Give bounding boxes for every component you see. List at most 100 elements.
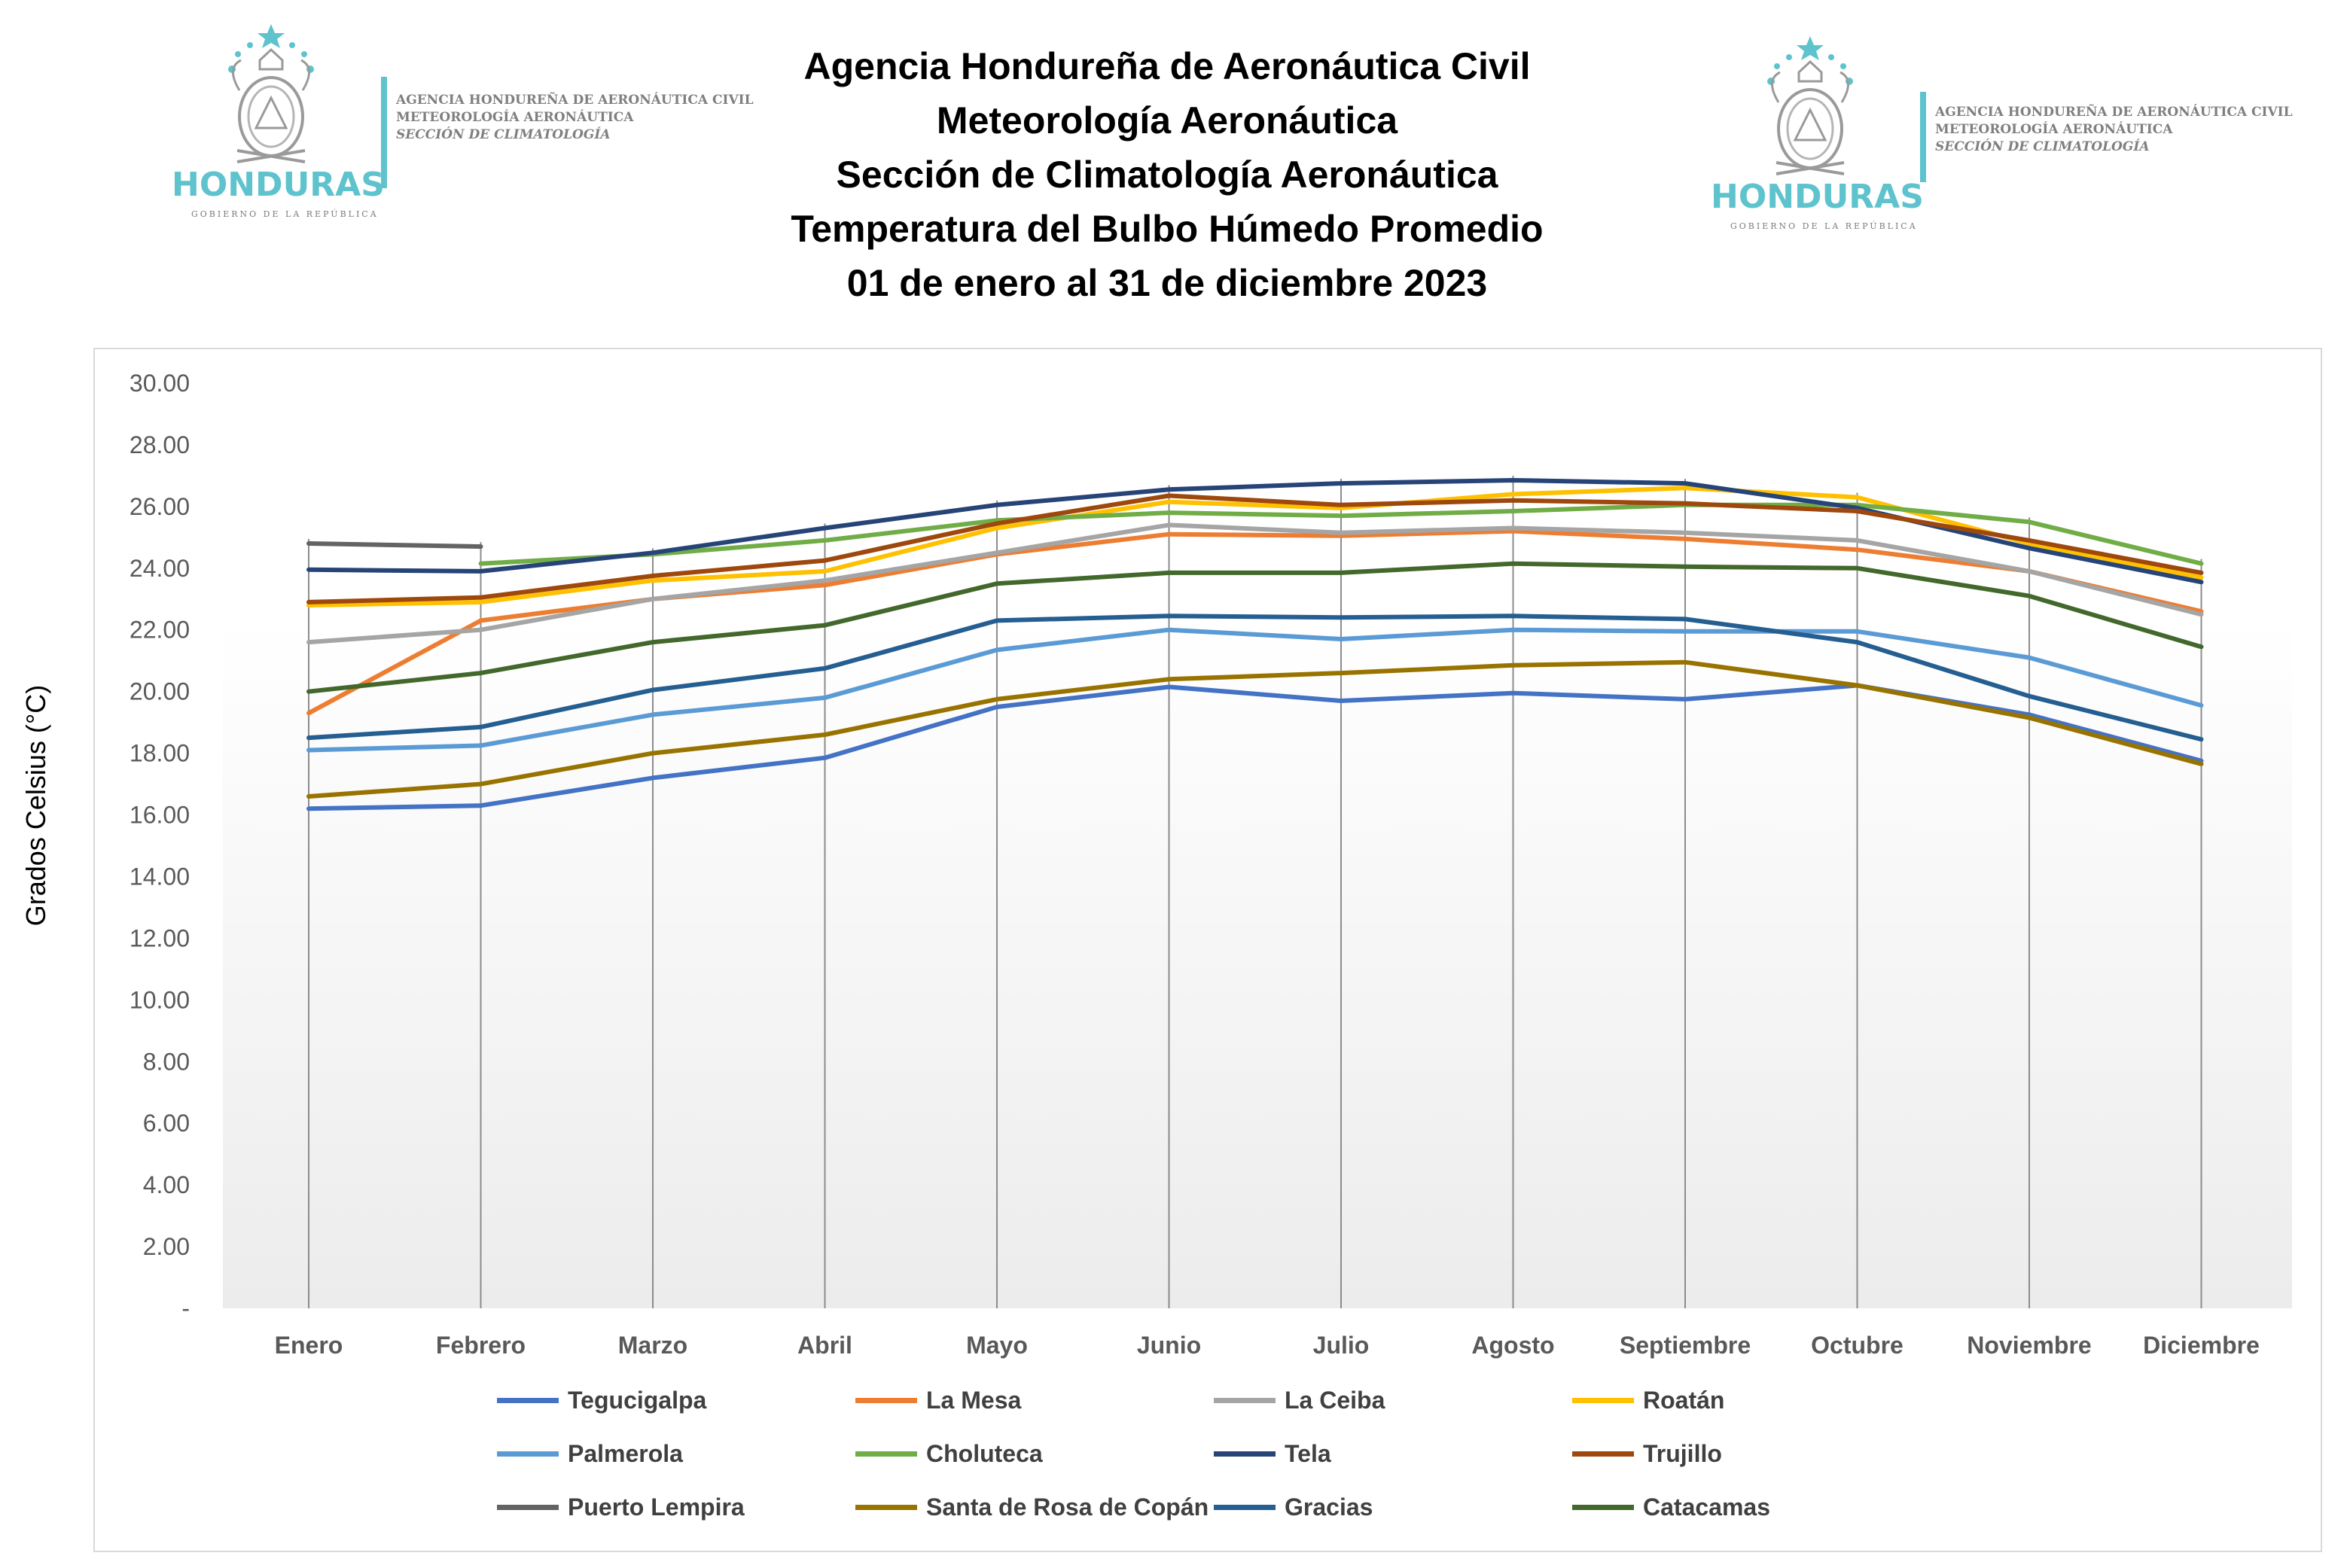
agency-line-1: AGENCIA HONDUREÑA DE AERONÁUTICA CIVIL [1935, 105, 2293, 120]
x-tick-label: Octubre [1811, 1332, 1904, 1359]
legend-item: Gracias [1214, 1492, 1373, 1522]
legend-label: Trujillo [1643, 1439, 1722, 1467]
y-tick-label: 30.00 [130, 370, 190, 397]
legend-swatch [855, 1451, 917, 1457]
y-tick-label: 12.00 [130, 924, 190, 951]
legend-label: Roatán [1643, 1386, 1725, 1414]
title-line-4: Temperatura del Bulbo Húmedo Promedio [791, 208, 1544, 250]
legend-label: Palmerola [568, 1439, 683, 1467]
series-line-santa-de-rosa-de-copán [306, 659, 2204, 799]
legend-swatch [855, 1397, 917, 1403]
legend-swatch [1572, 1451, 1634, 1457]
logo-right: HONDURAS GOBIERNO DE LA REPÚBLICA AGENCI… [1705, 35, 2307, 238]
legend-item: Catacamas [1572, 1492, 1770, 1522]
agency-line-3: SECCIÓN DE CLIMATOLOGÍA [1935, 139, 2150, 154]
y-tick-label: 14.00 [130, 863, 190, 890]
x-tick-label: Agosto [1471, 1332, 1554, 1359]
y-tick-label: 8.00 [143, 1048, 190, 1075]
legend-item: Santa de Rosa de Copán [855, 1492, 1209, 1522]
plot-background [223, 354, 2292, 1308]
legend-item: La Mesa [855, 1385, 1021, 1415]
logo-divider [1920, 92, 1926, 182]
legend-label: La Mesa [926, 1386, 1022, 1414]
legend-swatch [1214, 1397, 1276, 1403]
agency-line-2: METEOROLOGÍA AERONÁUTICA [1935, 121, 2173, 137]
page-title: Agencia Hondureña de Aeronáutica Civil M… [678, 39, 1657, 310]
legend-label: Santa de Rosa de Copán [926, 1493, 1209, 1521]
brand-text: HONDURAS [172, 166, 385, 204]
brand-subtitle: GOBIERNO DE LA REPÚBLICA [191, 209, 379, 219]
x-tick-label: Marzo [618, 1332, 687, 1359]
legend-item: Trujillo [1572, 1439, 1722, 1469]
title-line-2: Meteorología Aeronáutica [936, 99, 1398, 142]
series-line-catacamas [306, 561, 2204, 694]
x-tick-label: Abril [797, 1332, 852, 1359]
legend-item: Palmerola [497, 1439, 683, 1469]
legend-label: Puerto Lempira [568, 1493, 745, 1521]
y-tick-label: 28.00 [130, 431, 190, 458]
title-line-3: Sección de Climatología Aeronáutica [836, 154, 1498, 196]
legend-swatch [1214, 1451, 1276, 1457]
series-line-la-ceiba [306, 522, 2204, 645]
x-tick-label: Diciembre [2143, 1332, 2260, 1359]
x-tick-label: Febrero [436, 1332, 526, 1359]
legend-swatch [1572, 1504, 1634, 1510]
coat-of-arms-icon [1767, 36, 1853, 175]
y-tick-label: 16.00 [130, 802, 190, 829]
y-tick-label: 10.00 [130, 986, 190, 1013]
y-tick-label: 22.00 [130, 617, 190, 644]
y-tick-label: - [181, 1295, 190, 1322]
legend-label: Tegucigalpa [568, 1386, 707, 1414]
logo-left: HONDURAS GOBIERNO DE LA REPÚBLICA AGENCI… [166, 23, 768, 226]
y-tick-label: 24.00 [130, 555, 190, 582]
legend-label: Gracias [1285, 1493, 1373, 1521]
legend-label: Choluteca [926, 1439, 1043, 1467]
y-tick-label: 6.00 [143, 1110, 190, 1137]
legend-swatch [1214, 1504, 1276, 1510]
legend-swatch [497, 1504, 559, 1510]
x-tick-label: Junio [1137, 1332, 1201, 1359]
legend-label: La Ceiba [1285, 1386, 1385, 1414]
y-tick-label: 4.00 [143, 1171, 190, 1198]
agency-line-2: METEOROLOGÍA AERONÁUTICA [396, 109, 634, 125]
legend-swatch [855, 1504, 917, 1510]
x-tick-label: Septiembre [1620, 1332, 1751, 1359]
x-tick-label: Noviembre [1967, 1332, 2091, 1359]
brand-subtitle: GOBIERNO DE LA REPÚBLICA [1730, 221, 1918, 231]
y-tick-label: 26.00 [130, 493, 190, 520]
legend-swatch [1572, 1397, 1634, 1403]
y-tick-label: 2.00 [143, 1233, 190, 1260]
legend-item: Tela [1214, 1439, 1331, 1469]
brand-text: HONDURAS [1711, 178, 1924, 216]
x-tick-label: Julio [1313, 1332, 1370, 1359]
series-line-roatán [306, 486, 2204, 607]
legend-item: Choluteca [855, 1439, 1043, 1469]
y-axis-label: Grados Celsius (°C) [20, 684, 51, 927]
legend-swatch [497, 1451, 559, 1457]
agency-text: AGENCIA HONDUREÑA DE AERONÁUTICA CIVIL M… [396, 92, 754, 144]
legend-item: La Ceiba [1214, 1385, 1385, 1415]
series-line-gracias [306, 613, 2204, 742]
title-line-5: 01 de enero al 31 de diciembre 2023 [846, 262, 1488, 304]
legend-swatch [497, 1397, 559, 1403]
title-line-1: Agencia Hondureña de Aeronáutica Civil [803, 45, 1531, 87]
legend-item: Tegucigalpa [497, 1385, 706, 1415]
legend-label: Tela [1285, 1439, 1331, 1467]
coat-of-arms-icon [228, 24, 314, 163]
x-tick-label: Enero [275, 1332, 343, 1359]
logo-divider [381, 77, 387, 188]
agency-line-1: AGENCIA HONDUREÑA DE AERONÁUTICA CIVIL [396, 93, 754, 108]
agency-text: AGENCIA HONDUREÑA DE AERONÁUTICA CIVIL M… [1935, 104, 2293, 156]
series-line-puerto-lempira [306, 541, 483, 550]
y-tick-label: 20.00 [130, 678, 190, 705]
legend-label: Catacamas [1643, 1493, 1770, 1521]
legend-item: Puerto Lempira [497, 1492, 745, 1522]
legend-item: Roatán [1572, 1385, 1724, 1415]
series-line-palmerola [306, 627, 2204, 753]
series-line-choluteca [478, 502, 2204, 566]
agency-line-3: SECCIÓN DE CLIMATOLOGÍA [396, 126, 611, 142]
x-tick-label: Mayo [966, 1332, 1028, 1359]
y-tick-label: 18.00 [130, 740, 190, 767]
series-line-trujillo [306, 493, 2204, 604]
